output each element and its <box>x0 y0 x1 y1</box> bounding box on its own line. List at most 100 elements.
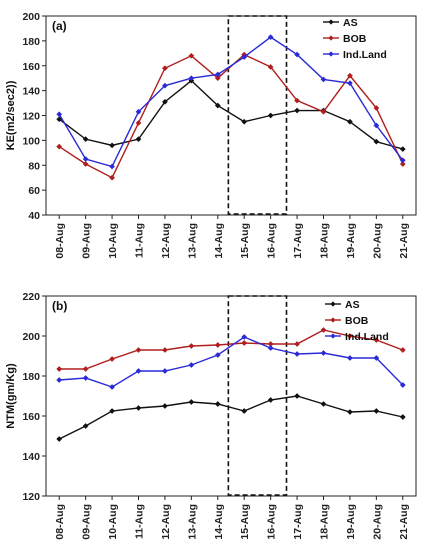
data-point <box>267 112 274 119</box>
legend-swatch-marker <box>330 317 336 323</box>
data-point <box>399 157 406 164</box>
data-point <box>109 142 116 149</box>
data-point <box>109 384 116 390</box>
data-point <box>399 161 406 167</box>
y-tick-label: 160 <box>22 61 40 73</box>
data-point <box>135 347 142 353</box>
data-point <box>82 423 89 429</box>
x-tick-label: 09-Aug <box>81 504 93 540</box>
x-tick-label: 08-Aug <box>54 223 66 259</box>
legend-label: AS <box>343 17 358 29</box>
x-tick-label: 08-Aug <box>54 504 66 540</box>
series-line <box>58 395 403 440</box>
data-point <box>56 366 63 372</box>
data-point <box>161 65 168 72</box>
y-tick-label: 40 <box>28 210 40 222</box>
x-tick-label: 10-Aug <box>107 223 119 259</box>
data-point <box>294 341 301 347</box>
legend-label: Ind.Land <box>345 331 389 343</box>
data-point <box>161 347 168 353</box>
y-tick-label: 120 <box>22 111 40 123</box>
data-point <box>294 107 301 114</box>
x-tick-label: 16-Aug <box>266 223 278 259</box>
data-point <box>82 366 89 372</box>
series-line <box>59 329 404 370</box>
series-bob <box>56 327 406 372</box>
data-point <box>346 355 353 361</box>
data-point <box>161 403 168 409</box>
y-tick-label: 160 <box>22 411 40 423</box>
data-point <box>109 356 116 362</box>
series-bob <box>56 51 406 181</box>
legend-label: AS <box>345 299 360 311</box>
data-point <box>399 414 406 420</box>
legend-swatch-marker <box>328 35 334 41</box>
legend-swatch-marker <box>328 19 334 25</box>
data-point <box>135 405 142 411</box>
x-tick-label: 17-Aug <box>292 504 304 540</box>
data-point <box>294 393 301 399</box>
plot-frame <box>45 15 417 216</box>
data-point <box>56 111 63 118</box>
series-line <box>58 53 404 179</box>
data-point <box>373 105 380 111</box>
data-point <box>294 97 301 104</box>
x-tick-label: 21-Aug <box>398 504 410 540</box>
x-tick-label: 13-Aug <box>186 504 198 540</box>
data-point <box>346 80 353 87</box>
data-point <box>188 75 195 82</box>
panel-label: (a) <box>52 19 67 33</box>
series-ind-land <box>56 334 406 390</box>
x-tick-label: 15-Aug <box>239 504 251 540</box>
data-point <box>135 136 142 143</box>
y-tick-label: 220 <box>22 291 40 303</box>
data-point <box>56 377 63 383</box>
y-tick-label: 180 <box>22 36 40 48</box>
data-point <box>346 409 353 415</box>
data-point <box>56 143 63 150</box>
x-tick-label: 18-Aug <box>319 223 331 259</box>
data-point <box>82 156 89 162</box>
data-point <box>241 340 248 346</box>
y-axis-label: NTM(gm/Kg) <box>5 363 17 429</box>
data-point <box>135 368 142 374</box>
data-point <box>346 333 353 339</box>
data-point <box>373 337 380 343</box>
data-point <box>135 120 142 126</box>
series-line <box>59 336 404 388</box>
series-ind-land <box>56 34 406 170</box>
data-point <box>161 82 168 89</box>
data-point <box>82 161 89 167</box>
data-point <box>214 102 221 109</box>
data-point <box>294 51 301 58</box>
data-point <box>267 34 274 41</box>
series-as <box>56 393 406 442</box>
legend-swatch-marker <box>328 51 334 57</box>
data-point <box>241 334 248 340</box>
legend-label: BOB <box>343 33 367 45</box>
data-point <box>109 408 116 414</box>
legend-swatch-marker <box>330 301 336 307</box>
data-point <box>267 345 274 351</box>
data-point <box>188 399 195 405</box>
legend-label: BOB <box>345 315 369 327</box>
data-point <box>399 146 406 153</box>
data-point <box>109 174 116 181</box>
x-tick-label: 17-Aug <box>292 223 304 259</box>
chart-panel-2: 120 140 160 180 200 220 08-Aug 09-Aug 10-Aug 11-A… <box>5 291 417 540</box>
x-tick-label: 11-Aug <box>134 223 146 258</box>
series-line <box>58 79 403 150</box>
data-point <box>56 436 63 442</box>
x-tick-label: 20-Aug <box>371 223 383 259</box>
data-point <box>188 52 195 59</box>
data-point <box>373 122 380 129</box>
data-point <box>267 397 274 403</box>
legend-swatch-marker <box>330 333 336 339</box>
x-tick-label: 14-Aug <box>213 504 225 540</box>
data-point <box>373 355 380 361</box>
data-point <box>109 163 116 170</box>
y-tick-label: 80 <box>28 160 40 172</box>
chart-panel-1: 40 60 80 100 120 140 160 180 200 08-Aug 09-Aug 10-A… <box>5 11 417 259</box>
data-point <box>399 382 406 388</box>
